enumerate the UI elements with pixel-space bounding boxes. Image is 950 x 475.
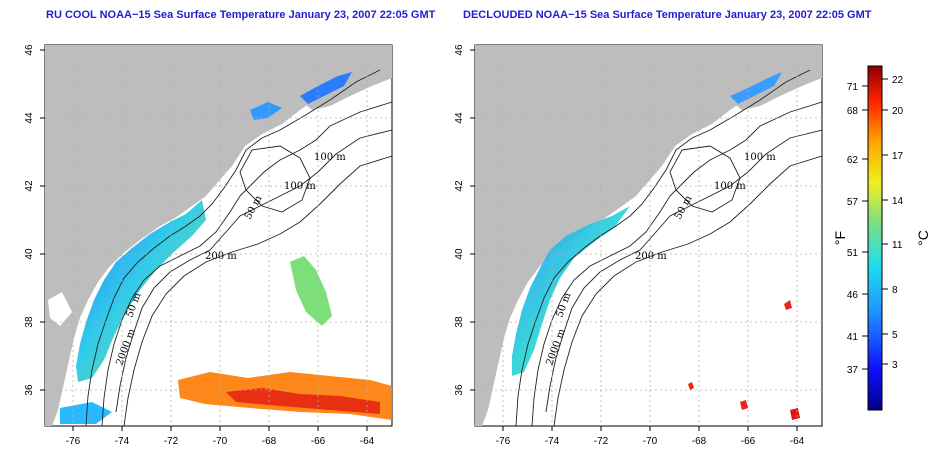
left-map-title: RU COOL NOAA−15 Sea Surface Temperature …: [46, 9, 436, 21]
right-lat-tick: 46: [454, 44, 465, 56]
left-lon-tick: -72: [164, 436, 179, 447]
left-ticks: [40, 49, 368, 431]
celsius-tick: 22: [892, 75, 904, 86]
right-lon-tick: -76: [496, 436, 511, 447]
right-lat-tick: 38: [454, 316, 465, 328]
right-warm-spot: [688, 382, 694, 390]
right-map-title: DECLOUDED NOAA−15 Sea Surface Temperatur…: [463, 9, 872, 21]
fahrenheit-unit-label: °F: [832, 231, 848, 245]
right-warm-spot: [740, 400, 748, 410]
left-lon-tick: -76: [66, 436, 81, 447]
right-isobath-label: 100 m: [744, 152, 776, 163]
left-isobath-label: 100 m: [314, 152, 346, 163]
fahrenheit-tick: 46: [847, 290, 859, 301]
left-lon-tick: -70: [213, 436, 228, 447]
right-warm-spot: [790, 408, 800, 420]
left-lat-tick: 40: [24, 248, 35, 260]
left-south-sst: [60, 402, 112, 424]
colorbar-ticks: [862, 78, 888, 370]
celsius-tick: 11: [892, 240, 903, 251]
colorbar: 71 68 62 57 51 46 41 37 22 20 17 14 11 8…: [832, 65, 931, 411]
left-lon-tick: -66: [311, 436, 326, 447]
left-nova-scotia: [300, 58, 392, 110]
right-lat-tick: 40: [454, 248, 465, 260]
left-map-panel: 100 m 100 m 50 m 200 m 50 m 2000 m -76 -…: [24, 44, 393, 447]
right-isobath-label: 100 m: [714, 181, 746, 192]
left-lon-tick: -64: [360, 436, 375, 447]
left-coastal-sst: [76, 200, 206, 382]
right-lon-tick: -64: [790, 436, 805, 447]
right-ticks: [470, 49, 798, 431]
fahrenheit-tick: 62: [847, 155, 859, 166]
right-landmass: [475, 45, 822, 426]
left-lat-tick: 36: [24, 384, 35, 396]
celsius-tick: 14: [892, 196, 904, 207]
right-grid: [475, 45, 822, 426]
right-isobaths: [515, 69, 822, 426]
right-lon-tick: -70: [643, 436, 658, 447]
left-lat-tick: 38: [24, 316, 35, 328]
right-map-panel: 100 m 100 m 50 m 200 m 50 m 2000 m -76 -…: [454, 44, 823, 447]
right-lat-tick: 44: [454, 112, 465, 124]
right-warm-spot: [784, 300, 792, 310]
left-bay: [48, 292, 72, 326]
celsius-tick: 3: [892, 360, 898, 371]
right-gulfmaine-sst: [730, 72, 782, 104]
right-coastal-sst: [512, 206, 630, 376]
celsius-tick: 17: [892, 151, 904, 162]
left-isobaths: [85, 69, 392, 426]
left-lon-tick: -68: [262, 436, 277, 447]
fahrenheit-tick: 68: [847, 106, 859, 117]
left-lon-tick: -74: [115, 436, 130, 447]
left-gulfmaine-sst-2: [250, 102, 282, 120]
colorbar-gradient: [867, 65, 883, 411]
fahrenheit-tick: 41: [847, 332, 859, 343]
fahrenheit-tick: 57: [847, 197, 859, 208]
left-isobath-label: 100 m: [284, 181, 316, 192]
left-isobath-label: 200 m: [205, 251, 237, 262]
celsius-tick: 8: [892, 285, 898, 296]
left-lat-tick: 46: [24, 44, 35, 56]
left-offshore-sst: [290, 256, 332, 326]
left-lat-tick: 42: [24, 180, 35, 192]
right-lat-tick: 36: [454, 384, 465, 396]
right-lon-tick: -74: [545, 436, 560, 447]
right-lon-tick: -66: [741, 436, 756, 447]
celsius-unit-label: °C: [915, 230, 931, 246]
fahrenheit-tick: 51: [847, 248, 859, 259]
celsius-tick: 20: [892, 106, 904, 117]
left-gulfstream-core: [226, 388, 380, 414]
right-lon-tick: -72: [594, 436, 609, 447]
left-landmass: [45, 45, 392, 426]
right-isobath-label: 200 m: [635, 251, 667, 262]
celsius-tick: 5: [892, 330, 898, 341]
left-lat-tick: 44: [24, 112, 35, 124]
fahrenheit-tick: 71: [847, 82, 859, 93]
fahrenheit-tick: 37: [847, 365, 859, 376]
right-nova-scotia: [730, 58, 822, 110]
left-grid: [45, 45, 392, 426]
right-lat-tick: 42: [454, 180, 465, 192]
left-gulfmaine-sst: [300, 72, 352, 104]
right-lon-tick: -68: [692, 436, 707, 447]
